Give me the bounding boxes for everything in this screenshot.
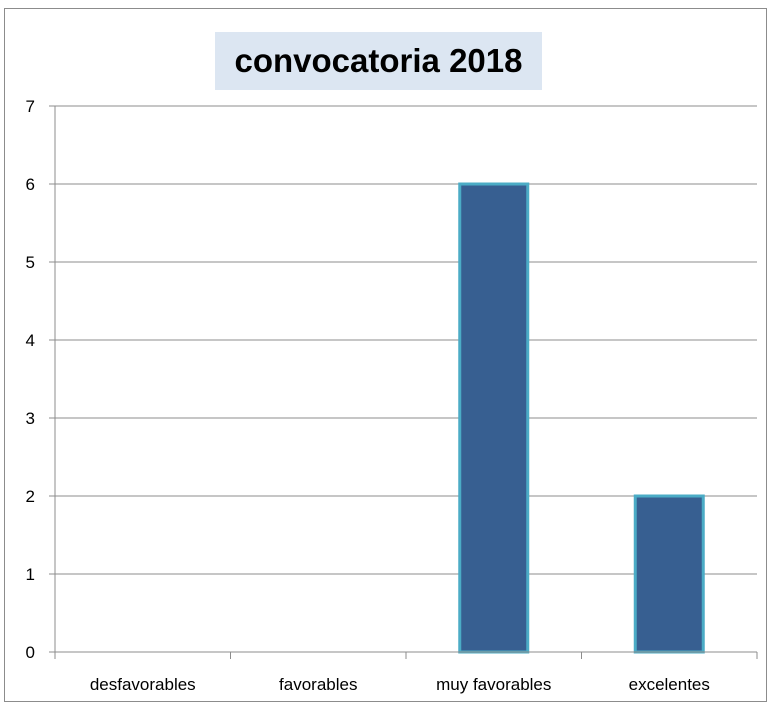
y-tick-label: 4 xyxy=(26,331,35,350)
chart-title: convocatoria 2018 xyxy=(215,32,542,90)
x-tick-label: excelentes xyxy=(629,675,710,694)
y-tick-label: 1 xyxy=(26,565,35,584)
x-tick-label: desfavorables xyxy=(90,675,196,694)
y-tick-label: 5 xyxy=(26,253,35,272)
y-tick-label: 7 xyxy=(26,97,35,116)
bar-excelentes xyxy=(633,494,705,654)
x-tick-label: muy favorables xyxy=(436,675,551,694)
y-tick-label: 0 xyxy=(26,643,35,662)
x-tick-label: favorables xyxy=(279,675,357,694)
y-tick-label: 6 xyxy=(26,175,35,194)
y-tick-label: 3 xyxy=(26,409,35,428)
bar-muy-favorables xyxy=(458,182,530,654)
x-axis: desfavorables favorables muy favorables exc… xyxy=(54,106,758,694)
y-tick-label: 2 xyxy=(26,487,35,506)
y-axis-ticks: 0 1 2 3 4 5 6 7 xyxy=(26,97,55,662)
